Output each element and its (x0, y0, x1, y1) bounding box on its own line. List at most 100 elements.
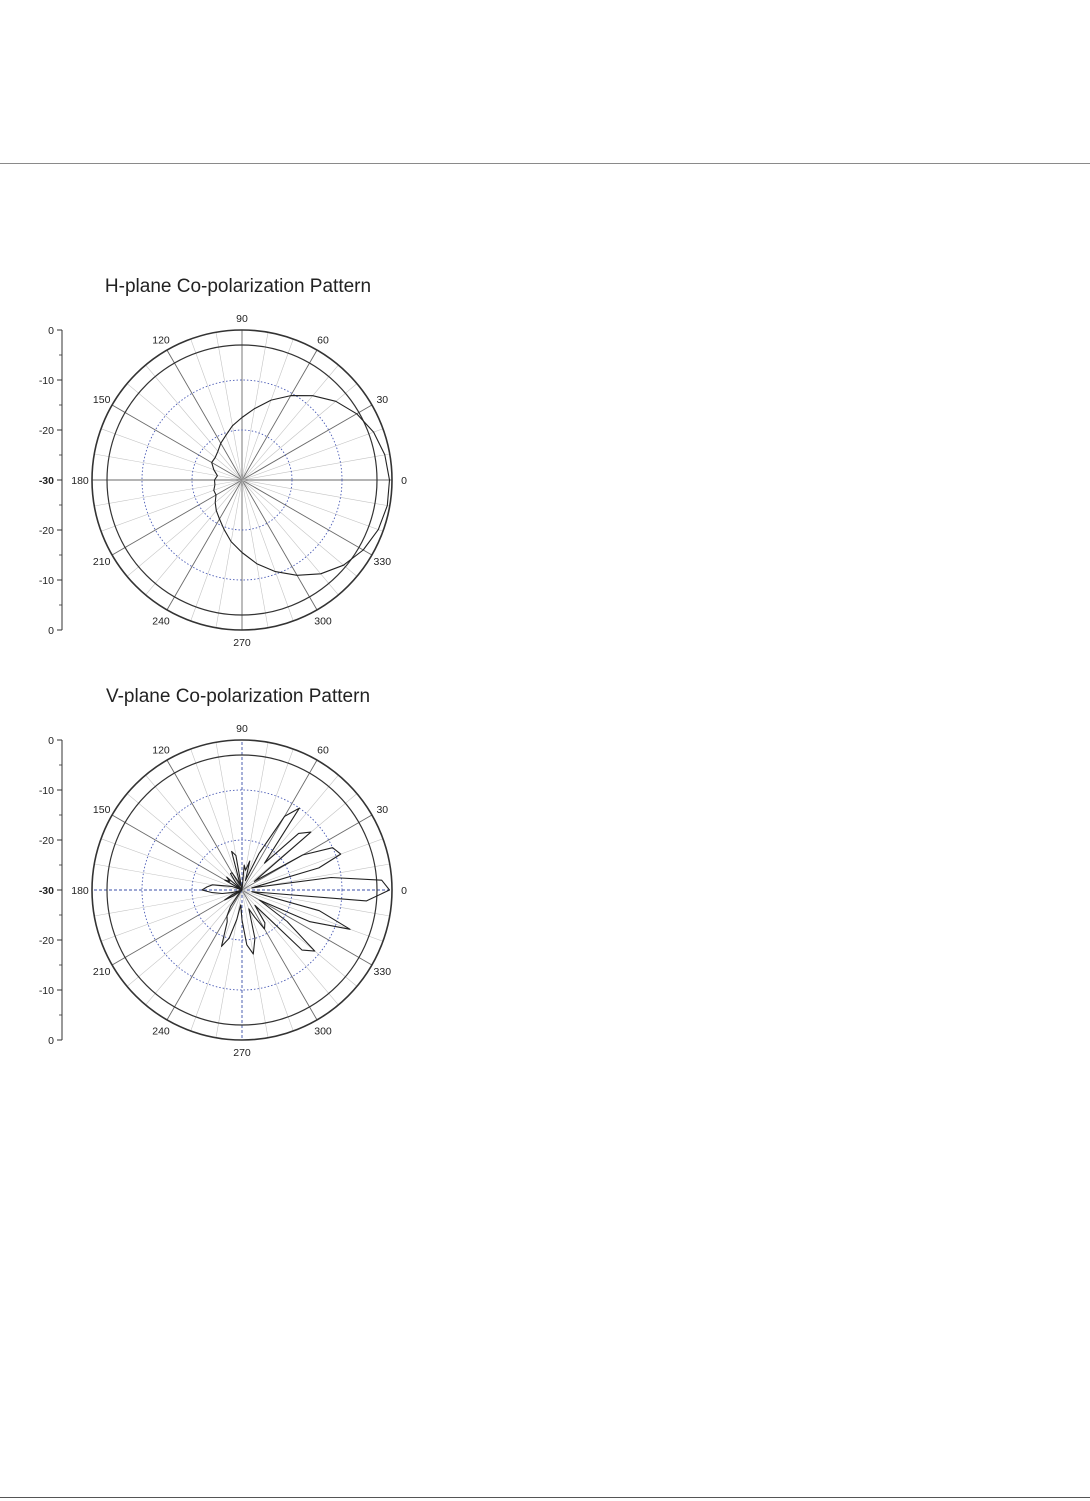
angle-tick-label: 150 (93, 394, 111, 406)
grid-spoke (241, 364, 339, 481)
angle-tick-label: 240 (152, 615, 170, 627)
grid-spoke (145, 774, 243, 891)
footer-rule (0, 1497, 1090, 1498)
radial-tick-label: 0 (48, 1035, 54, 1047)
angle-tick-label: 60 (317, 745, 329, 757)
grid-spoke (100, 889, 243, 942)
angle-tick-label: 180 (71, 475, 89, 487)
angle-tick-label: 210 (93, 556, 111, 568)
grid-spoke (145, 364, 243, 481)
grid-spoke (100, 428, 243, 481)
grid-ring (91, 329, 393, 631)
grid-spoke (145, 479, 243, 596)
grid-spoke (241, 479, 390, 507)
grid-spoke (190, 338, 243, 481)
grid-spoke (241, 889, 339, 1006)
grid-spoke (145, 889, 243, 1006)
angle-tick-label: 300 (314, 1025, 332, 1037)
grid-spoke (241, 889, 384, 942)
grid-spoke (111, 814, 243, 891)
angle-tick-label: 0 (401, 475, 407, 487)
polar-plot: 0 30 60 90 120 150 180 210 240 270 300 330 0 -10 -20 -3… (39, 723, 407, 1059)
grid-spoke (241, 479, 358, 577)
angle-tick-label: 210 (93, 966, 111, 978)
radial-tick-label: 0 (48, 735, 54, 747)
grid-spoke (241, 383, 358, 481)
radial-tick-label: -10 (39, 375, 54, 387)
radial-tick-label: -20 (39, 525, 54, 537)
angle-tick-label: 60 (317, 335, 329, 347)
radial-tick-label: -10 (39, 785, 54, 797)
radial-tick-label: -10 (39, 985, 54, 997)
angle-tick-label: 90 (236, 723, 248, 735)
angle-tick-label: 150 (93, 804, 111, 816)
grid-spoke (241, 748, 294, 891)
radial-tick-label: 0 (48, 625, 54, 637)
radial-tick-label: -30 (39, 885, 54, 897)
angle-tick-label: 270 (233, 1047, 251, 1059)
chart-title: H-plane Co-polarization Pattern (104, 276, 372, 297)
chart-title: V-plane Co-polarization Pattern (105, 686, 371, 707)
angle-tick-label: 120 (152, 745, 170, 757)
grid-ring (106, 754, 378, 1026)
grid-spoke (190, 889, 243, 1032)
radial-tick-label: 0 (48, 325, 54, 337)
grid-spoke (94, 889, 243, 917)
grid-spoke (94, 479, 243, 507)
radial-tick-label: -20 (39, 835, 54, 847)
polar-plot: 0 30 60 90 120 150 180 210 240 270 300 330 0 -10 -20 -3… (39, 313, 407, 649)
grid-spoke (241, 349, 318, 481)
angle-tick-label: 120 (152, 335, 170, 347)
angle-tick-label: 300 (314, 615, 332, 627)
grid-spoke (241, 889, 390, 917)
angle-tick-label: 30 (376, 394, 388, 406)
grid-spoke (241, 479, 294, 622)
radial-tick-label: -30 (39, 475, 54, 487)
grid-ring (141, 379, 343, 581)
grid-spoke (100, 838, 243, 891)
grid-spoke (215, 332, 243, 481)
grid-spoke (241, 479, 384, 532)
grid-spoke (241, 838, 384, 891)
grid-spoke (166, 479, 243, 611)
grid-spoke (241, 404, 373, 481)
grid-spoke (190, 479, 243, 622)
angle-tick-label: 180 (71, 885, 89, 897)
grid-spoke (241, 453, 390, 481)
grid-spoke (126, 479, 243, 577)
pattern-curve (211, 395, 391, 576)
grid-spoke (241, 889, 318, 1021)
grid-spoke (241, 889, 269, 1038)
header-rule (0, 163, 1090, 164)
grid-spoke (111, 889, 243, 966)
angle-tick-label: 90 (236, 313, 248, 325)
grid-spoke (241, 774, 339, 891)
grid-ring (191, 429, 293, 531)
grid-spoke (241, 428, 384, 481)
angle-tick-label: 240 (152, 1025, 170, 1037)
grid-spoke (241, 479, 269, 628)
grid-spoke (241, 479, 339, 596)
grid-spoke (241, 479, 318, 611)
grid-ring (106, 344, 378, 616)
grid-spoke (166, 759, 243, 891)
angle-tick-label: 330 (374, 556, 392, 568)
grid-spoke (241, 759, 318, 891)
grid-spoke (111, 404, 243, 481)
angle-tick-label: 330 (374, 966, 392, 978)
grid-spoke (190, 748, 243, 891)
radial-tick-label: -20 (39, 935, 54, 947)
grid-spoke (241, 814, 373, 891)
grid-spoke (241, 889, 294, 1032)
radial-tick-label: -20 (39, 425, 54, 437)
grid-spoke (241, 338, 294, 481)
radial-tick-label: -10 (39, 575, 54, 587)
grid-spoke (241, 889, 373, 966)
grid-spoke (166, 349, 243, 481)
grid-spoke (126, 889, 243, 987)
grid-spoke (111, 479, 243, 556)
grid-spoke (241, 742, 269, 891)
grid-spoke (166, 889, 243, 1021)
grid-spoke (100, 479, 243, 532)
grid-spoke (126, 793, 243, 891)
